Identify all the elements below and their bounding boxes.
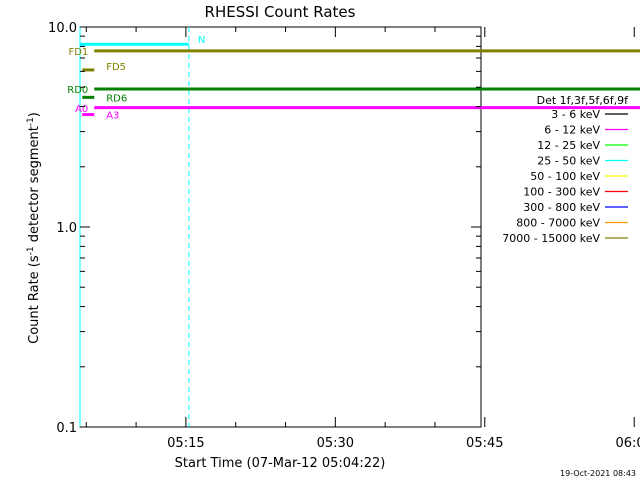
annotation-rd6: RD6 bbox=[106, 93, 127, 104]
y-tick-label-1: 1.0 bbox=[56, 221, 77, 236]
data-series bbox=[80, 42, 640, 117]
annotation-n: N bbox=[198, 35, 205, 46]
annotation-fd1: FD1 bbox=[68, 47, 88, 58]
y-tick-label-0: 0.1 bbox=[56, 421, 77, 436]
legend-entry-label-0: 3 - 6 keV bbox=[551, 108, 600, 121]
legend-entry-label-8: 7000 - 15000 keV bbox=[502, 232, 600, 245]
x-tick-label-3: 06:00 bbox=[615, 436, 640, 451]
chart-title: RHESSI Count Rates bbox=[205, 3, 356, 21]
y-axis: 0.1 1.0 10.0 bbox=[48, 21, 481, 436]
annotation-fd5: FD5 bbox=[106, 62, 126, 73]
legend-entry-label-1: 6 - 12 keV bbox=[544, 124, 600, 137]
legend-entry-label-2: 12 - 25 keV bbox=[537, 139, 600, 152]
x-axis-label: Start Time (07-Mar-12 05:04:22) bbox=[175, 456, 386, 471]
legend-title: Det 1f,3f,5f,6f,9f bbox=[537, 94, 630, 107]
annotation-rd0: RD0 bbox=[67, 85, 88, 96]
y-axis-label: Count Rate (s-1 detector segment-1) bbox=[26, 112, 42, 344]
timestamp: 19-Oct-2021 08:43 bbox=[560, 469, 636, 478]
legend-entry-label-4: 50 - 100 keV bbox=[530, 170, 600, 183]
legend-entry-label-6: 300 - 800 keV bbox=[523, 201, 600, 214]
x-tick-label-1: 05:30 bbox=[317, 436, 354, 451]
legend-entry-label-5: 100 - 300 keV bbox=[523, 186, 600, 199]
detector-annotations: NFD1FD5FD4FD8RD0RD6A0A3 bbox=[67, 35, 205, 122]
y-tick-label-2: 10.0 bbox=[48, 21, 77, 36]
x-tick-label-2: 05:45 bbox=[466, 436, 503, 451]
legend-entry-label-7: 800 - 7000 keV bbox=[516, 217, 600, 230]
legend: Det 1f,3f,5f,6f,9f 3 - 6 keV 6 - 12 keV 12… bbox=[502, 94, 629, 245]
legend-entry-label-3: 25 - 50 keV bbox=[537, 155, 600, 168]
annotation-a3: A3 bbox=[106, 111, 119, 122]
plot-frame bbox=[79, 26, 482, 428]
annotation-a0: A0 bbox=[75, 104, 88, 115]
x-tick-label-0: 05:15 bbox=[167, 436, 204, 451]
legend-entries: 3 - 6 keV 6 - 12 keV 12 - 25 keV 25 - 50 ke… bbox=[502, 108, 628, 245]
